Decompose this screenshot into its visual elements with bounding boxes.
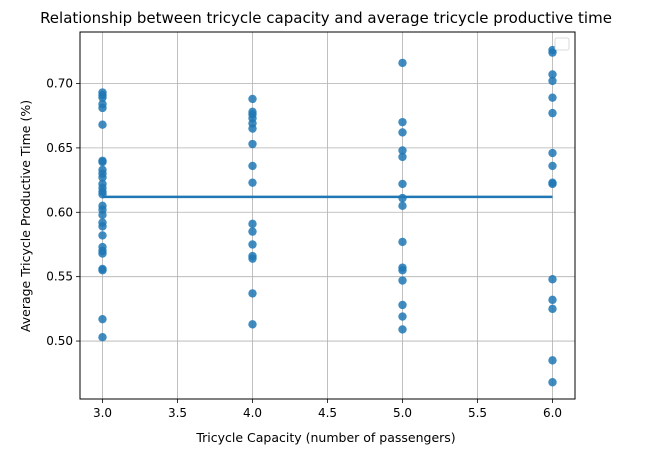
- y-tick-label: 0.55: [46, 270, 73, 284]
- data-point: [398, 193, 407, 203]
- x-tick-label: 3.0: [93, 406, 112, 420]
- data-point: [548, 93, 557, 102]
- x-tick-label: 3.5: [168, 406, 187, 420]
- data-point: [398, 237, 407, 247]
- data-point: [98, 332, 107, 342]
- data-point: [248, 219, 257, 229]
- y-tick-label: 0.60: [46, 205, 73, 219]
- data-point: [98, 266, 107, 275]
- data-point: [398, 300, 407, 310]
- data-point: [548, 148, 557, 158]
- data-point: [248, 227, 257, 236]
- data-point: [548, 108, 557, 118]
- chart-title: Relationship between tricycle capacity a…: [40, 9, 612, 27]
- data-points: [98, 45, 557, 387]
- x-tick-label: 5.5: [468, 406, 487, 420]
- data-point: [548, 179, 557, 189]
- data-point: [398, 117, 407, 127]
- data-point: [248, 289, 257, 298]
- data-point: [548, 48, 557, 57]
- data-point: [398, 312, 407, 321]
- data-point: [248, 254, 257, 263]
- data-point: [98, 120, 107, 129]
- data-point: [398, 152, 407, 162]
- data-point: [248, 161, 257, 171]
- data-point: [398, 58, 407, 68]
- data-point: [248, 139, 257, 149]
- data-point: [398, 179, 407, 189]
- data-point: [98, 93, 107, 102]
- data-point: [98, 157, 107, 167]
- legend-box: [554, 37, 570, 51]
- data-point: [248, 320, 257, 329]
- data-point: [398, 266, 407, 275]
- x-axis-label: Tricycle Capacity (number of passengers): [195, 430, 455, 445]
- x-tick-label: 4.5: [318, 406, 337, 420]
- data-point: [548, 275, 557, 284]
- data-point: [398, 276, 407, 285]
- data-point: [398, 325, 407, 334]
- data-point: [248, 178, 257, 187]
- y-tick-label: 0.50: [46, 334, 73, 348]
- data-point: [548, 161, 557, 171]
- data-point: [548, 76, 557, 86]
- y-tick-label: 0.70: [46, 77, 73, 91]
- data-point: [548, 356, 557, 365]
- data-point: [98, 314, 107, 324]
- y-tick-label: 0.65: [46, 141, 73, 155]
- y-axis-label: Average Tricycle Productive Time (%): [18, 100, 33, 332]
- data-point: [548, 304, 557, 314]
- x-tick-label: 4.0: [243, 406, 262, 420]
- y-axis-ticks: 0.50 0.55 0.60 0.65 0.70: [46, 77, 80, 348]
- data-point: [248, 240, 257, 249]
- x-tick-label: 5.0: [393, 406, 412, 420]
- data-point: [548, 378, 557, 387]
- x-axis-ticks: 3.0 3.5 4.0 4.5 5.0 5.5 6.0: [93, 399, 562, 420]
- data-point: [248, 94, 257, 104]
- data-point: [98, 210, 107, 220]
- data-point: [98, 173, 107, 182]
- data-point: [98, 222, 107, 231]
- data-point: [98, 103, 107, 113]
- x-tick-label: 6.0: [543, 406, 562, 420]
- data-point: [548, 295, 557, 305]
- data-point: [398, 201, 407, 211]
- data-point: [98, 249, 107, 258]
- data-point: [398, 128, 407, 137]
- data-point: [98, 231, 107, 240]
- grid-lines: [80, 32, 575, 399]
- data-point: [548, 70, 557, 79]
- data-point: [248, 124, 257, 133]
- data-point: [398, 146, 407, 155]
